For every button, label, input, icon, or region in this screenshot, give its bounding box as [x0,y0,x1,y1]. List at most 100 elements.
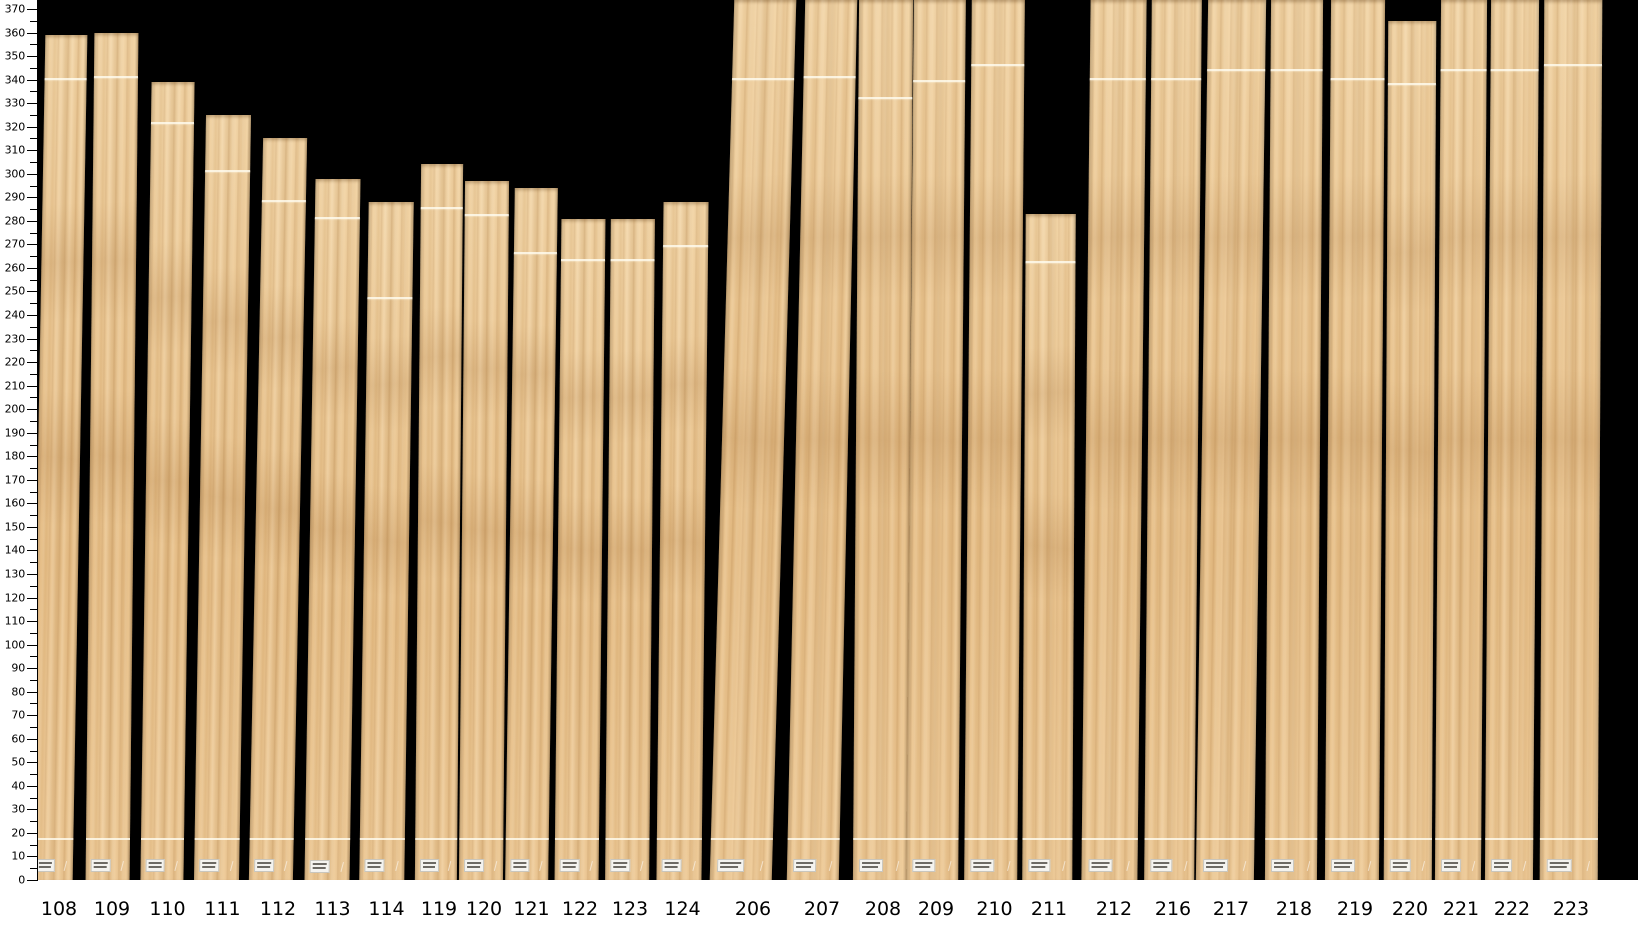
plank-barcode-sticker [1088,859,1113,872]
y-tick-minor [30,444,38,446]
plank-hand-tick-mark [1006,861,1011,871]
y-tick-minor [30,821,38,823]
y-tick-label: 0 [18,873,25,887]
y-tick-minor [30,326,38,328]
y-tick-major [27,173,38,175]
plank-113[interactable] [304,178,361,880]
plank-122[interactable] [554,218,606,880]
plank-119[interactable] [414,164,464,880]
plank-bottom-chalk-line [140,837,185,840]
plank-bottom-chalk-line [1144,837,1195,840]
plank-218[interactable] [1264,0,1324,880]
plank-111[interactable] [193,114,252,880]
y-tick-major [27,150,38,152]
plank-hand-tick-mark [448,861,452,871]
plank-top-chalk-line [803,75,856,78]
y-tick-minor [30,844,38,846]
plank-top-chalk-line [261,200,306,203]
y-tick-minor [30,20,38,22]
plank-121[interactable] [505,187,558,880]
plank-barcode-sticker [559,859,580,872]
plank-124[interactable] [656,202,709,880]
plank-112[interactable] [248,138,308,880]
plank-hand-tick-mark [174,861,179,871]
plank-bottom-chalk-line [359,837,405,840]
plank-hand-tick-mark [828,861,833,871]
y-tick-minor [30,114,38,116]
plank-216[interactable] [1144,0,1202,880]
plank-220[interactable] [1383,20,1437,880]
plank-top-chalk-line [1440,68,1487,71]
plank-hand-tick-mark [395,861,399,871]
y-tick-major [27,79,38,81]
y-tick-major [27,832,38,834]
plank-206[interactable] [709,0,797,880]
y-tick-label: 140 [4,543,26,557]
y-tick-minor [30,585,38,587]
y-tick-minor [30,420,38,422]
plank-114[interactable] [359,202,414,880]
y-tick-label: 350 [4,49,26,63]
plank-212[interactable] [1081,0,1147,880]
plank-219[interactable] [1324,0,1386,880]
y-tick-label: 190 [4,426,26,440]
plank-123[interactable] [605,218,655,880]
x-tick-label-113: 113 [314,898,351,920]
y-tick-label: 60 [11,732,25,746]
y-tick-minor [30,797,38,799]
y-tick-minor [30,491,38,493]
y-tick-label: 170 [4,473,26,487]
plank-barcode-sticker [1271,859,1295,872]
y-tick-minor [30,162,38,163]
x-tick-label-207: 207 [803,898,841,920]
plank-210[interactable] [964,0,1025,880]
y-tick-minor [30,609,38,611]
plank-top-chalk-line [732,77,795,80]
x-tick-label-121: 121 [513,898,550,920]
plank-hand-tick-mark [639,861,644,871]
plank-top-chalk-line [150,122,195,125]
plank-barcode-sticker [1202,859,1229,872]
plank-hand-tick-mark [896,861,900,871]
plank-207[interactable] [786,0,858,880]
y-tick-minor [30,468,38,470]
plank-120[interactable] [458,180,510,880]
plank-223[interactable] [1539,0,1603,880]
plank-211[interactable] [1022,213,1076,880]
y-tick-minor [30,279,38,281]
x-tick-label-209: 209 [917,898,955,920]
plank-209[interactable] [906,0,966,880]
plank-108[interactable] [38,34,88,880]
plank-barcode-sticker [145,859,166,872]
plank-barcode-sticker [1490,859,1513,872]
y-tick-label: 260 [4,261,26,275]
plank-barcode-sticker [717,859,745,872]
y-tick-minor [30,774,38,776]
plank-208[interactable] [852,0,914,880]
plank-bottom-chalk-line [85,837,131,840]
plank-221[interactable] [1434,0,1488,880]
x-tick-label-212: 212 [1095,898,1133,920]
plank-top-chalk-line [1490,68,1539,71]
plank-barcode-sticker [199,859,220,872]
x-tick-label-109: 109 [93,898,131,920]
plank-top-chalk-line [464,214,509,217]
y-tick-label: 290 [4,190,26,204]
y-tick-major [27,9,38,10]
y-tick-major [27,880,38,881]
plank-109[interactable] [85,32,139,880]
y-tick-major [27,762,38,764]
y-tick-major [27,456,38,458]
x-tick-label-219: 219 [1336,898,1374,920]
y-tick-major [27,644,38,646]
plank-barcode-sticker [859,859,884,872]
plank-barcode-sticker [419,859,439,872]
y-tick-label: 310 [4,143,26,157]
plank-top-chalk-line [314,216,360,219]
y-tick-label: 360 [4,26,26,40]
x-tick-label-216: 216 [1154,898,1192,920]
plank-110[interactable] [140,81,195,880]
plank-222[interactable] [1484,0,1540,880]
x-tick-label-123: 123 [611,898,649,920]
plank-217[interactable] [1195,0,1267,880]
